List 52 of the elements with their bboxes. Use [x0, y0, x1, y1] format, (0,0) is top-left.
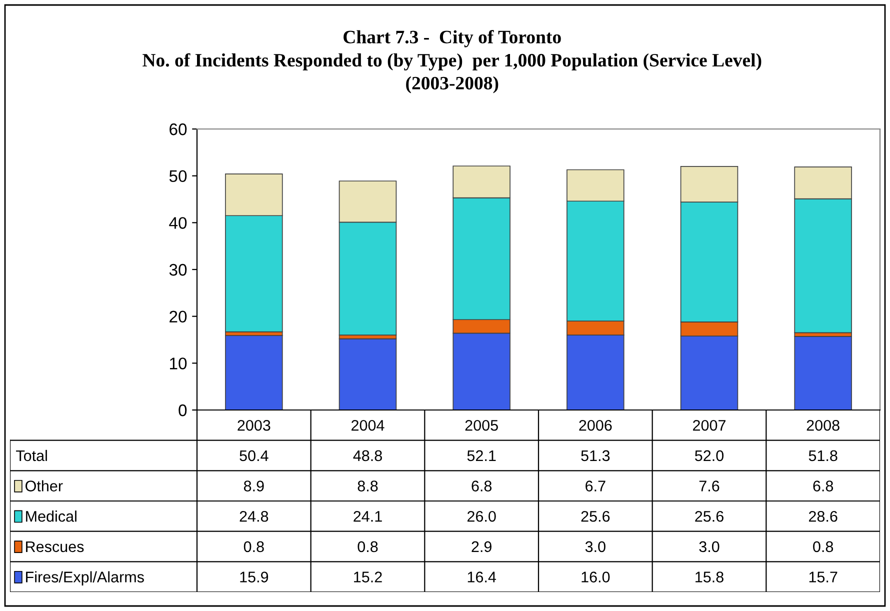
data-label: 3.0 — [699, 541, 720, 552]
data-label: 6.8 — [813, 480, 834, 492]
y-tick-label: 0 — [178, 404, 187, 416]
y-tick-label: 60 — [170, 123, 187, 136]
y-tick-label: 30 — [169, 264, 187, 276]
x-tick-label: 2007 — [693, 420, 726, 431]
data-label: 26.0 — [467, 510, 496, 522]
data-label: 6.8 — [472, 480, 492, 492]
data-label: 25.6 — [581, 510, 610, 522]
y-tick-label: 20 — [170, 310, 187, 323]
data-label: 16.4 — [468, 572, 496, 582]
y-tick-label: 10 — [170, 358, 187, 370]
x-tick-label: 2006 — [579, 420, 612, 431]
data-label: 15.9 — [240, 572, 268, 582]
data-label: 0.8 — [813, 541, 834, 552]
text: Total — [16, 450, 47, 462]
y-tick-label: 40 — [169, 217, 187, 229]
y-tick-label: 50 — [169, 170, 187, 182]
legend-label: Rescues — [26, 541, 84, 552]
bar — [794, 336, 852, 410]
bar — [225, 335, 283, 410]
legend-label: Fires/Expl/Alarms — [26, 571, 144, 586]
data-label: 0.8 — [244, 541, 264, 552]
legend-label: Other — [26, 480, 63, 492]
data-label: 16.0 — [582, 572, 610, 582]
total-label: 51.8 — [808, 450, 838, 462]
data-label: 6.7 — [586, 480, 606, 492]
bar — [338, 338, 397, 410]
chart-title: Chart 7.3 - City of Toronto No. of Incidents Responded to (by Type) per 1,000 Population (Service Level) (2003-2008) — [142, 30, 762, 94]
total-label: 48.8 — [353, 450, 382, 462]
data-label: 28.6 — [808, 510, 838, 522]
data-label: 0.8 — [358, 541, 378, 552]
legend-label: Medical — [26, 510, 76, 522]
data-label: 24.1 — [354, 510, 382, 522]
data-label: 8.9 — [244, 480, 264, 492]
x-tick-label: 2008 — [806, 420, 840, 431]
data-label: 7.6 — [699, 480, 720, 492]
total-label: 51.3 — [581, 450, 610, 462]
data-label: 24.8 — [240, 510, 268, 522]
total-label: 50.4 — [240, 450, 268, 462]
data-label: 15.7 — [809, 572, 838, 582]
total-label: 52.1 — [467, 450, 496, 462]
data-label: 15.8 — [696, 572, 724, 582]
x-tick-label: 2003 — [238, 420, 270, 431]
data-label: 15.2 — [354, 572, 382, 582]
data-label: 8.8 — [358, 480, 378, 492]
data-label: 25.6 — [695, 510, 724, 522]
x-tick-label: 2004 — [352, 420, 384, 431]
x-tick-label: 2005 — [465, 420, 498, 431]
data-label: 3.0 — [585, 541, 606, 552]
data-label: 2.9 — [472, 541, 492, 552]
total-label: 52.0 — [694, 450, 724, 462]
